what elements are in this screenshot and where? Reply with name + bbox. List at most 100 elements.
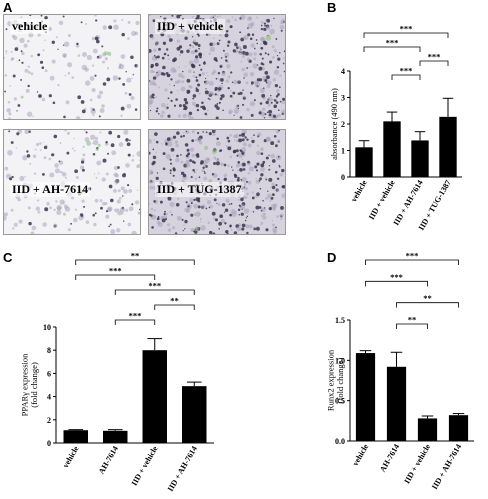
stained-cell [190,228,195,232]
stained-cell [113,208,116,211]
stained-cell [190,63,195,68]
stained-cell [236,169,240,172]
stained-cell [270,94,272,97]
green-speck [260,43,263,46]
y-tick-label: 0 [47,439,51,448]
y-tick-label: 1 [341,147,345,156]
stained-cell [269,60,273,64]
stained-cell [195,55,199,59]
stained-cell [195,103,200,108]
stained-cell [45,144,48,147]
stained-cell [200,68,203,71]
stained-cell [214,93,217,96]
stained-cell [184,36,188,40]
stained-cell [227,164,230,168]
stained-cell [278,164,280,167]
stained-cell [185,160,190,164]
stained-cell [189,159,192,162]
stained-cell [239,168,243,172]
stained-cell [223,173,228,178]
stained-cell [105,214,110,219]
stained-cell [149,169,154,176]
stained-cell [92,48,98,54]
stained-cell [256,78,261,82]
stained-cell [270,24,273,27]
micrograph-vehicle: vehicle [3,14,141,120]
stained-cell [214,88,217,92]
stained-cell [181,80,185,84]
stained-cell [90,107,93,110]
stained-cell [156,55,160,59]
stained-cell [158,113,160,115]
bar [411,140,429,177]
stained-cell [281,100,285,105]
stained-cell [225,230,229,234]
stained-cell [187,152,191,156]
stained-cell [9,85,12,87]
stained-cell [24,68,29,73]
green-speck [265,35,272,41]
stained-cell [212,15,217,18]
stained-cell [263,207,266,209]
micrograph-iid-vehicle: IID + vehicle [148,14,286,120]
stained-cell [216,15,219,18]
stained-cell [264,24,267,27]
stained-cell [220,162,224,166]
stained-cell [55,200,58,203]
stained-cell [62,44,65,46]
stained-cell [4,90,7,93]
stained-cell [162,65,166,70]
stained-cell [174,140,179,144]
y-tick-label: 4 [341,67,345,76]
stained-cell [100,206,103,210]
stained-cell [260,27,264,31]
stained-cell [273,49,277,53]
stained-cell [260,173,264,177]
stained-cell [224,222,227,225]
significance-label: ** [131,252,140,261]
stained-cell [37,53,41,57]
stained-cell [277,93,280,96]
stained-cell [208,206,211,209]
stained-cell [194,139,197,142]
stained-cell [232,91,236,95]
stained-cell [63,54,67,58]
stained-cell [256,16,259,19]
stained-cell [132,154,135,157]
stained-cell [238,164,240,167]
stained-cell [51,153,55,157]
bar [417,418,438,441]
stained-cell [44,39,46,42]
bar [355,353,376,441]
stained-cell [153,78,156,81]
stained-cell [256,42,259,45]
stained-cell [227,139,231,143]
stained-cell [153,193,156,195]
stained-cell [152,19,156,23]
stained-cell [124,91,128,95]
stained-cell [242,142,248,147]
stained-cell [212,173,218,178]
stained-cell [267,190,269,192]
stained-cell [236,46,239,49]
stained-cell [280,18,285,24]
stained-cell [276,215,279,218]
stained-cell [172,154,175,156]
stained-cell [239,91,243,95]
stained-cell [266,80,272,86]
stained-cell [151,162,155,166]
stained-cell [224,208,229,212]
panel-letter-b: B [327,0,337,15]
stained-cell [263,22,267,25]
stained-cell [184,228,186,230]
stained-cell [217,71,221,75]
chart-c-ppar-expression: 0 2 4 6 8 10 PPARγ expression(fold change) vehi… [19,252,214,493]
x-category-label: IID + AH-7614 [430,443,463,491]
stained-cell [161,215,164,218]
stained-cell [13,222,18,227]
stained-cell [158,86,161,89]
stained-cell [17,104,21,107]
stained-cell [235,163,240,168]
stained-cell [165,48,169,51]
stained-cell [56,209,62,216]
